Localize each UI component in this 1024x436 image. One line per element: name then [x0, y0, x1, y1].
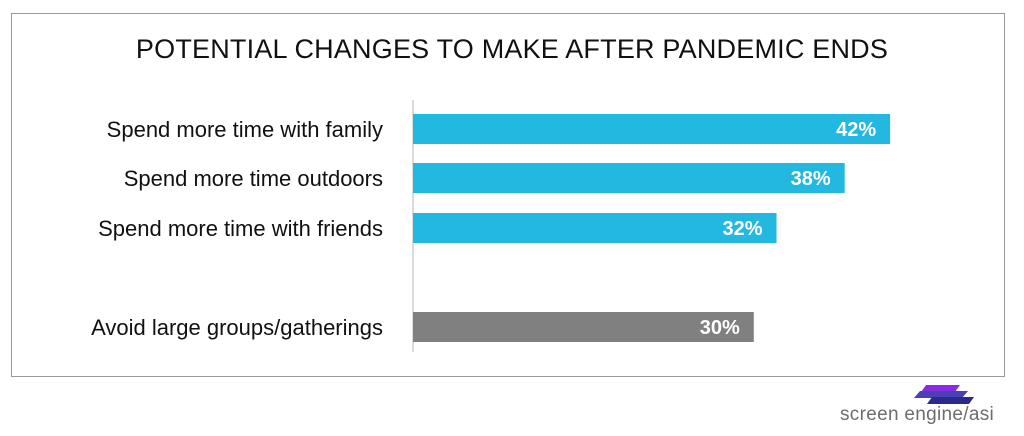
category-label: Spend more time with family: [107, 117, 383, 142]
value-label: 30%: [700, 317, 740, 339]
brand-logo: screen engine/asi: [834, 384, 1014, 432]
bar: [413, 312, 754, 342]
bar: [413, 163, 845, 193]
value-label: 42%: [836, 119, 876, 141]
brand-logo-shape-2: [914, 391, 968, 398]
brand-logo-shape-3: [927, 397, 974, 404]
brand-name: screen engine/asi: [840, 404, 995, 425]
category-label: Spend more time with friends: [98, 216, 383, 241]
bar: [413, 114, 891, 144]
bar: [413, 213, 777, 243]
category-label: Avoid large groups/gatherings: [91, 315, 383, 340]
chart-title: POTENTIAL CHANGES TO MAKE AFTER PANDEMIC…: [135, 34, 889, 64]
value-label: 38%: [791, 168, 831, 190]
brand-logo-shape-1: [921, 385, 960, 392]
brand-logo-mark: [914, 385, 974, 404]
category-label: Spend more time outdoors: [124, 166, 383, 191]
value-label: 32%: [722, 218, 762, 240]
